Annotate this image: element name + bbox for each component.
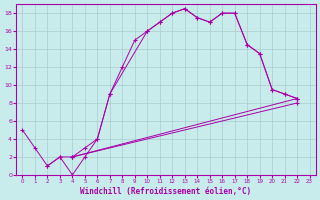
- X-axis label: Windchill (Refroidissement éolien,°C): Windchill (Refroidissement éolien,°C): [80, 187, 252, 196]
